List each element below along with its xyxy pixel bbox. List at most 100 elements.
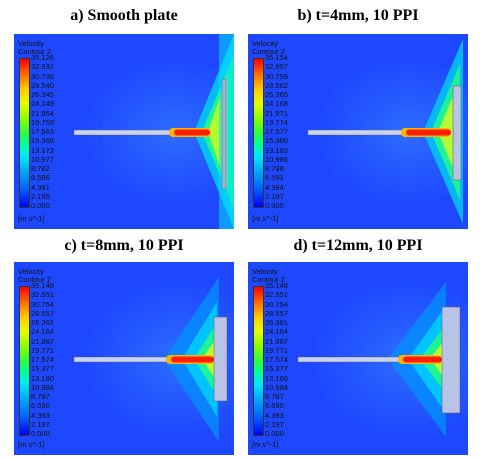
panel-c-velocity-field xyxy=(73,277,234,442)
colorbar-tick-label: 2.197 xyxy=(265,191,284,201)
panel-c-legend-title-line2: Contour 2 xyxy=(18,275,51,284)
colorbar-tick-label: 0.000 xyxy=(265,201,284,210)
colorbar-tick-label: 21.967 xyxy=(31,336,54,346)
colorbar-tick-label: 21.971 xyxy=(265,108,288,118)
panel-a-unit: [m s^-1] xyxy=(18,214,45,223)
colorbar-tick-label: 26.345 xyxy=(31,90,54,99)
colorbar-tick-label: 26.361 xyxy=(265,318,288,327)
colorbar-tick-label: 17.574 xyxy=(265,355,288,364)
panel-b-legend-title-line1: Velocity xyxy=(252,39,278,48)
colorbar-tick-label: 32.931 xyxy=(31,62,54,72)
colorbar-tick-label: 4.393 xyxy=(265,410,284,420)
panel-b-title: b) t=4mm, 10 PPI xyxy=(297,7,419,24)
colorbar-tick-label: 6.586 xyxy=(31,173,50,183)
panel-c-unit: [m s^-1] xyxy=(18,440,45,449)
colorbar-tick-label: 2.195 xyxy=(31,191,50,201)
colorbar-tick-label: 4.393 xyxy=(31,410,50,420)
colorbar-tick-label: 21.967 xyxy=(265,336,288,346)
colorbar-tick-label: 35.148 xyxy=(31,281,54,290)
colorbar-tick-label: 30.736 xyxy=(31,71,54,81)
colorbar-tick-label: 32.951 xyxy=(31,290,54,300)
panel-d-velocity-field xyxy=(297,279,468,439)
panel-a-velocity-field xyxy=(73,34,234,229)
colorbar-tick-label: 10.986 xyxy=(265,154,288,164)
panel-d-colorbar xyxy=(253,286,264,436)
colorbar-tick-label: 0.000 xyxy=(265,429,284,438)
panel-d-legend-title-line1: Velocity xyxy=(252,267,278,276)
colorbar-tick-label: 10.984 xyxy=(265,382,288,392)
panel-a-legend-title: Velocity Contour 2 xyxy=(18,40,51,56)
colorbar-tick-label: 19.771 xyxy=(265,345,288,355)
colorbar-tick-label: 6.590 xyxy=(31,401,50,411)
colorbar-tick-label: 17.563 xyxy=(31,127,54,136)
colorbar-tick-label: 8.787 xyxy=(31,392,50,401)
panel-d-legend-title-line2: Contour 2 xyxy=(252,275,285,284)
colorbar-tick-label: 4.391 xyxy=(31,182,50,192)
colorbar-tick-label: 10.984 xyxy=(31,382,54,392)
colorbar-tick-label: 4.394 xyxy=(265,182,284,192)
colorbar-tick-label: 30.754 xyxy=(31,299,54,309)
colorbar-tick-label: 19.771 xyxy=(31,345,54,355)
colorbar-tick-label: 35.154 xyxy=(265,53,288,62)
colorbar-tick-label: 26.365 xyxy=(265,90,288,99)
colorbar-tick-label: 30.759 xyxy=(265,71,288,81)
colorbar-tick-label: 24.164 xyxy=(31,327,54,337)
colorbar-tick-label: 26.361 xyxy=(31,318,54,327)
colorbar-tick-label: 13.180 xyxy=(265,373,288,383)
colorbar-tick-label: 17.574 xyxy=(31,355,54,364)
colorbar-tick-label: 28.562 xyxy=(265,80,288,90)
panel-a-contour: Velocity Contour 2 [m s^-1] 35.126 32.931… xyxy=(14,34,234,229)
panel-c-colorbar xyxy=(19,286,30,436)
panel-b-velocity-field xyxy=(307,39,468,224)
panel-b-colorbar xyxy=(253,58,264,208)
colorbar-tick-label: 15.380 xyxy=(265,136,288,146)
panel-c-contour: Velocity Contour 2 [m s^-1] 35.148 32.951… xyxy=(14,262,234,455)
panel-c-title: c) t=8mm, 10 PPI xyxy=(64,237,184,254)
colorbar-tick-label: 35.126 xyxy=(31,53,54,62)
panel-c-legend-title: Velocity Contour 2 xyxy=(18,268,51,284)
colorbar-tick-label: 15.368 xyxy=(31,136,54,146)
colorbar-tick-label: 13.180 xyxy=(31,373,54,383)
panel-d-contour: Velocity Contour 2 [m s^-1] 35.148 32.951… xyxy=(248,262,468,455)
colorbar-tick-label: 8.788 xyxy=(265,164,284,173)
colorbar-tick-label: 24.164 xyxy=(265,327,288,337)
colorbar-tick-label: 21.954 xyxy=(31,108,54,118)
panel-b-legend-title: Velocity Contour 2 xyxy=(252,40,285,56)
colorbar-tick-label: 13.183 xyxy=(265,145,288,155)
colorbar-tick-label: 6.591 xyxy=(265,173,284,183)
colorbar-tick-label: 19.774 xyxy=(265,117,288,127)
colorbar-tick-label: 6.590 xyxy=(265,401,284,411)
colorbar-tick-label: 0.000 xyxy=(31,429,50,438)
colorbar-tick-label: 15.377 xyxy=(265,364,288,374)
colorbar-tick-label: 10.977 xyxy=(31,154,54,164)
panel-a-colorbar xyxy=(19,58,30,208)
colorbar-tick-label: 8.787 xyxy=(265,392,284,401)
panel-b-unit: [m s^-1] xyxy=(252,214,279,223)
colorbar-tick-label: 24.168 xyxy=(265,99,288,109)
panel-c-legend-title-line1: Velocity xyxy=(18,267,44,276)
colorbar-tick-label: 28.557 xyxy=(265,308,288,318)
panel-b-legend-title-line2: Contour 2 xyxy=(252,47,285,56)
panel-d-unit: [m s^-1] xyxy=(252,440,279,449)
colorbar-tick-label: 0.000 xyxy=(31,201,50,210)
panel-d-title: d) t=12mm, 10 PPI xyxy=(293,237,423,254)
colorbar-tick-label: 28.540 xyxy=(31,80,54,90)
colorbar-tick-label: 13.172 xyxy=(31,145,54,155)
colorbar-tick-label: 2.197 xyxy=(31,419,50,429)
colorbar-tick-label: 24.149 xyxy=(31,99,54,109)
colorbar-tick-label: 8.782 xyxy=(31,164,50,173)
panel-a-title: a) Smooth plate xyxy=(70,7,178,24)
colorbar-tick-label: 15.377 xyxy=(31,364,54,374)
colorbar-tick-label: 17.577 xyxy=(265,127,288,136)
colorbar-tick-label: 32.957 xyxy=(265,62,288,72)
colorbar-tick-label: 28.557 xyxy=(31,308,54,318)
panel-b-contour: Velocity Contour 2 [m s^-1] 35.154 32.957… xyxy=(248,34,468,229)
colorbar-tick-label: 30.754 xyxy=(265,299,288,309)
colorbar-tick-label: 2.197 xyxy=(265,419,284,429)
panel-a-legend-title-line2: Contour 2 xyxy=(18,47,51,56)
panel-a-legend-title-line1: Velocity xyxy=(18,39,44,48)
colorbar-tick-label: 32.951 xyxy=(265,290,288,300)
colorbar-tick-label: 19.759 xyxy=(31,117,54,127)
panel-d-legend-title: Velocity Contour 2 xyxy=(252,268,285,284)
colorbar-tick-label: 35.148 xyxy=(265,281,288,290)
